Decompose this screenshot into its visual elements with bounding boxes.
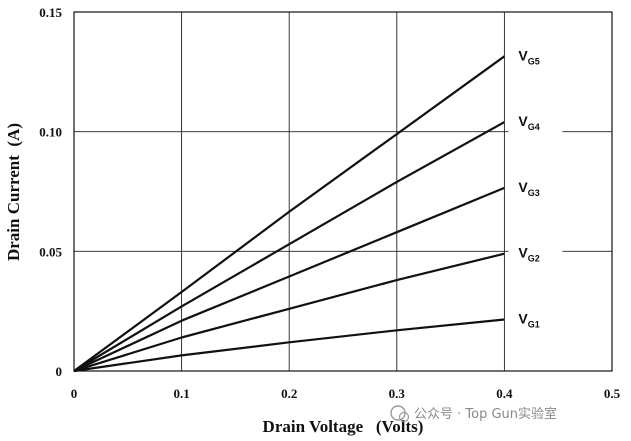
series-line-g1 (73, 318, 505, 373)
series-line-g3 (73, 186, 505, 372)
y-tick-label: 0.15 (39, 5, 62, 20)
series-line-g4 (73, 121, 505, 372)
y-axis-label: Drain Current (A) (4, 123, 23, 261)
series-subscript: G2 (528, 254, 540, 264)
series-name: V (518, 179, 528, 195)
series-name: V (518, 113, 528, 129)
series-label-g1: VG1 (518, 311, 539, 330)
y-tick-label: 0.05 (39, 244, 62, 259)
watermark-text: 公众号 · Top Gun实验室 (414, 406, 557, 422)
series-label-bg (508, 175, 563, 202)
y-tick-label: 0.10 (39, 125, 62, 140)
series-name: V (518, 311, 528, 327)
series-subscript: G1 (528, 320, 540, 330)
y-tick-label: 0 (56, 364, 63, 379)
series-subscript: G3 (528, 188, 540, 198)
x-tick-label: 0.2 (281, 386, 297, 401)
series-subscript: G5 (528, 56, 540, 66)
series-label-g3: VG3 (518, 179, 539, 198)
series-name: V (518, 47, 528, 63)
x-tick-labels: 0 0.1 0.2 0.3 0.4 0.5 (71, 386, 621, 401)
series-label-g5: VG5 (518, 47, 539, 66)
series-label-bg (508, 241, 563, 268)
x-tick-label: 0 (71, 386, 78, 401)
x-tick-label: 0.1 (173, 386, 189, 401)
x-tick-label: 0.5 (604, 386, 621, 401)
watermark: 公众号 · Top Gun实验室 (390, 405, 557, 423)
series-line-g5 (73, 55, 506, 372)
series-line-g2 (73, 252, 505, 373)
series-label-g4: VG4 (518, 113, 539, 132)
plot-frame (73, 11, 613, 372)
y-tick-labels: 0 0.05 0.10 0.15 (39, 5, 62, 379)
series-label-bg (508, 110, 563, 137)
series-label-g2: VG2 (518, 245, 539, 264)
series-label-bg (508, 307, 563, 334)
x-tick-label: 0.3 (389, 386, 406, 401)
wechat-icon-inner (398, 411, 410, 423)
series-subscript: G4 (528, 122, 540, 132)
x-axis-label: Drain Voltage (Volts) (263, 417, 424, 436)
series-name: V (518, 245, 528, 261)
x-tick-label: 0.4 (496, 386, 513, 401)
series-label-bg (508, 44, 563, 71)
grid-lines (74, 12, 612, 371)
series-lines (73, 55, 506, 373)
